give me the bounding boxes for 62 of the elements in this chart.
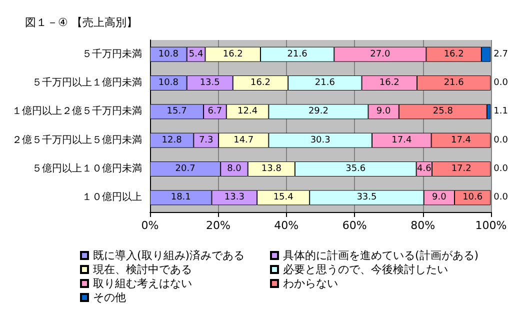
legend-label: 具体的に計画を進めている(計画がある) [283, 249, 479, 262]
data-label: 15.7 [166, 106, 187, 117]
legend-label: 必要と思うので、今後検討したい [283, 263, 448, 276]
data-label: 20.7 [175, 164, 196, 174]
data-label: 2.7 [494, 49, 508, 60]
y-tick-label: ５千万円未満 [82, 48, 142, 60]
data-label: 0.0 [494, 192, 508, 203]
data-label: 17.4 [450, 135, 472, 146]
data-label: 4.6 [417, 164, 432, 174]
data-label: 10.8 [158, 78, 179, 88]
data-label: 25.8 [432, 106, 454, 117]
data-label: 18.1 [170, 192, 191, 203]
data-label: 27.0 [370, 49, 390, 60]
x-tick-label: 20% [206, 219, 230, 232]
data-label: 17.4 [392, 135, 412, 146]
data-label: 16.2 [444, 49, 464, 60]
data-label: 13.5 [200, 78, 220, 88]
data-label: 1.1 [494, 106, 508, 117]
data-label: 9.0 [376, 106, 392, 117]
legend-label: 現在、検討中である [93, 263, 192, 276]
data-label: 33.5 [356, 192, 377, 203]
y-tick-label: ２億５千万円以上５億円未満 [12, 134, 142, 146]
data-label: 7.3 [198, 135, 214, 146]
data-label: 21.6 [314, 78, 336, 88]
data-label: 6.7 [208, 106, 222, 117]
x-tick-label: 0% [141, 219, 159, 232]
data-label: 12.8 [162, 135, 182, 146]
x-tick-label: 100% [475, 219, 507, 232]
data-label: 17.2 [451, 164, 472, 174]
data-label: 5.4 [188, 49, 204, 60]
data-label: 30.3 [310, 135, 330, 146]
data-label: 21.6 [287, 49, 308, 60]
data-label: 12.4 [238, 106, 258, 117]
y-tick-label: ５億円以上１０億円未満 [32, 162, 142, 174]
data-label: 16.2 [250, 78, 271, 88]
data-label: 15.4 [273, 192, 294, 203]
chart-title: 図１－④ 【売上高別】 [25, 16, 138, 29]
legend-label: わからない [283, 277, 338, 290]
data-label: 21.6 [444, 78, 464, 88]
y-tick-label: ５千万円以上１億円未満 [32, 76, 142, 88]
y-tick-label: １０億円以上 [82, 191, 142, 204]
x-tick-label: 40% [274, 219, 299, 232]
y-tick-label: １億円以上２億５千万円未満 [12, 105, 142, 118]
legend-label: 取り組む考えはない [93, 277, 192, 290]
legend-label: 既に導入(取り組み)済みである [93, 249, 245, 262]
data-label: 9.0 [432, 192, 447, 203]
data-label: 0.0 [494, 164, 508, 174]
data-label: 10.6 [462, 192, 483, 203]
data-label: 8.0 [227, 164, 242, 174]
data-label: 29.2 [308, 106, 328, 117]
legend-label: その他 [93, 291, 126, 304]
data-label: 13.3 [224, 192, 244, 203]
data-label: 14.7 [234, 135, 254, 146]
data-label: 13.8 [261, 164, 282, 174]
data-label: 0.0 [494, 78, 508, 88]
data-label: 16.2 [222, 49, 243, 60]
x-tick-label: 80% [410, 219, 436, 232]
data-label: 10.8 [158, 49, 179, 60]
data-label: 0.0 [494, 135, 508, 146]
x-tick-label: 60% [342, 219, 367, 232]
data-label: 35.6 [346, 164, 366, 174]
data-label: 16.2 [379, 78, 400, 88]
